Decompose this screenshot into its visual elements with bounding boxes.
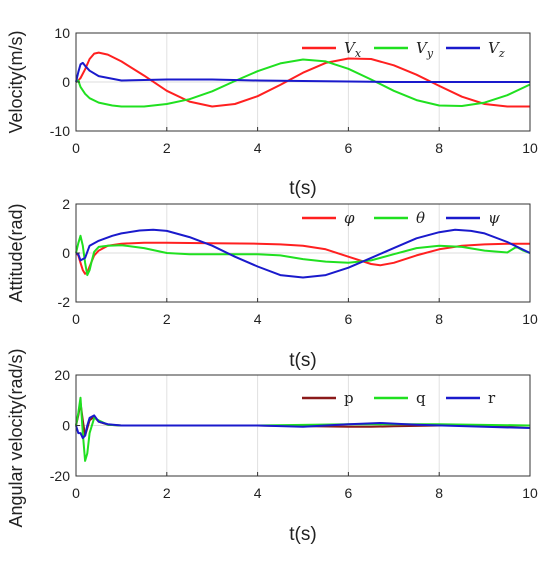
x-tick-label: 4: [254, 485, 262, 501]
x-tick-label: 6: [345, 485, 353, 501]
series-line-θ: [75, 234, 531, 277]
y-axis-label: Velocity(m/s): [6, 30, 26, 133]
legend-label: ψ: [488, 209, 500, 227]
y-tick-label: -2: [58, 294, 71, 310]
x-tick-label: 10: [522, 485, 538, 501]
legend-label: p: [344, 389, 354, 407]
x-tick-label: 4: [254, 140, 262, 156]
legend-label: r: [488, 389, 496, 407]
legend: p q r: [302, 389, 496, 407]
series-line-Vz: [75, 61, 530, 83]
x-tick-label: 0: [72, 140, 80, 156]
y-tick-label: 20: [54, 367, 70, 383]
y-tick-label: -20: [50, 468, 70, 484]
legend-label: θ: [416, 209, 425, 227]
y-axis-label: Attitude(rad): [6, 203, 26, 302]
x-axis-label: t(s): [289, 524, 316, 545]
x-tick-label: 0: [72, 485, 80, 501]
x-tick-label: 8: [435, 485, 443, 501]
legend-label: φ: [344, 209, 355, 227]
x-tick-label: 0: [72, 311, 80, 327]
y-tick-label: 10: [54, 25, 70, 41]
x-tick-label: 6: [345, 140, 353, 156]
legend-label: q: [416, 389, 426, 407]
x-tick-label: 2: [163, 485, 171, 501]
y-tick-label: -10: [50, 123, 70, 139]
y-tick-label: 0: [62, 245, 70, 261]
y-tick-label: 0: [62, 74, 70, 90]
y-tick-label: 0: [62, 418, 70, 434]
x-tick-label: 10: [522, 311, 538, 327]
x-tick-label: 4: [254, 311, 262, 327]
x-tick-label: 8: [435, 140, 443, 156]
series-line-r: [75, 414, 531, 440]
x-tick-label: 10: [522, 140, 538, 156]
x-tick-label: 2: [163, 140, 171, 156]
x-axis-label: t(s): [289, 350, 316, 371]
x-tick-label: 6: [345, 311, 353, 327]
series-line-ψ: [75, 228, 531, 279]
series-line-Vy: [75, 58, 531, 108]
x-tick-label: 8: [435, 311, 443, 327]
x-tick-label: 2: [163, 311, 171, 327]
x-axis-label: t(s): [289, 178, 316, 199]
y-tick-label: 2: [62, 196, 70, 212]
y-axis-label: Angular velocity(rad/s): [6, 348, 26, 527]
